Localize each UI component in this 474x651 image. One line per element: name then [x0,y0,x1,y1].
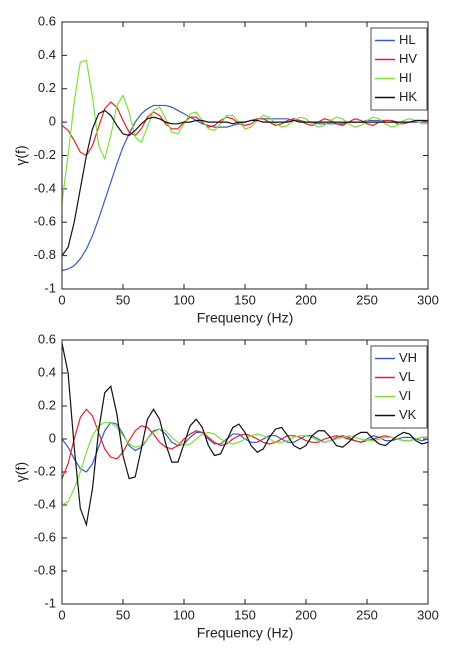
y-tick-label: 0.6 [38,13,56,28]
legend-label: HI [399,70,412,85]
plot-frame [61,21,429,290]
x-tick-label: 200 [295,292,317,307]
chart: 0 50 100 150 200 250 300 -1 -0.8 -0.6 -0.4 -0.2 0 0.2… [13,331,439,640]
x-tick-label: 0 [58,607,65,622]
plot-area [62,340,428,604]
legend-label: VL [399,369,415,384]
legend-box [370,345,428,429]
series-line [61,421,428,506]
x-tick-label: 250 [356,607,378,622]
x-tick-label: 250 [356,292,378,307]
y-tick-label: -0.4 [34,496,56,511]
y-tick-label: 0.4 [38,47,56,62]
legend-box [370,27,428,111]
x-tick-label: 100 [173,292,195,307]
x-tick-label: 50 [116,292,130,307]
y-tick-label: -0.8 [34,562,56,577]
legend-label: VK [399,407,417,422]
x-tick-label: 150 [234,607,256,622]
x-tick-label: 100 [173,607,195,622]
y-tick-label: 0 [49,430,56,445]
y-tick-label: -0.2 [34,463,56,478]
plot-frame [61,339,429,605]
y-tick-label: -0.8 [34,247,56,262]
legend-label: VI [399,388,411,403]
y-tick-label: 0.6 [38,331,56,346]
y-tick-label: 0.2 [38,80,56,95]
y-tick-label: -1 [44,280,56,295]
legend-label: HL [399,32,416,47]
series-line [61,101,429,157]
x-tick-label: 150 [234,292,256,307]
y-tick-label: 0.4 [38,364,56,379]
y-tick-label: -0.4 [34,180,56,195]
x-axis-label: Frequency (Hz) [197,625,293,641]
y-axis-label: γ(f) [13,145,29,165]
series-line [61,109,428,256]
x-tick-label: 200 [295,607,317,622]
series-line [61,343,429,528]
y-tick-label: 0 [49,114,56,129]
y-tick-label: -0.6 [34,529,56,544]
legend-label: VH [399,350,417,365]
plot-area [62,22,428,289]
series-line [61,59,428,203]
legend-label: HV [399,51,417,66]
chart: 0 50 100 150 200 250 300 -1 -0.8 -0.6 -0.4 -0.2 0 0.2… [13,13,439,325]
y-tick-label: 0.2 [38,397,56,412]
x-tick-label: 300 [417,607,439,622]
x-tick-label: 0 [58,292,65,307]
x-tick-label: 50 [116,607,130,622]
x-axis-label: Frequency (Hz) [197,310,293,326]
y-tick-label: -0.2 [34,147,56,162]
y-tick-label: -0.6 [34,214,56,229]
y-tick-label: -1 [44,595,56,610]
x-tick-label: 300 [417,292,439,307]
legend-label: HK [399,89,417,104]
y-axis-label: γ(f) [13,462,29,482]
